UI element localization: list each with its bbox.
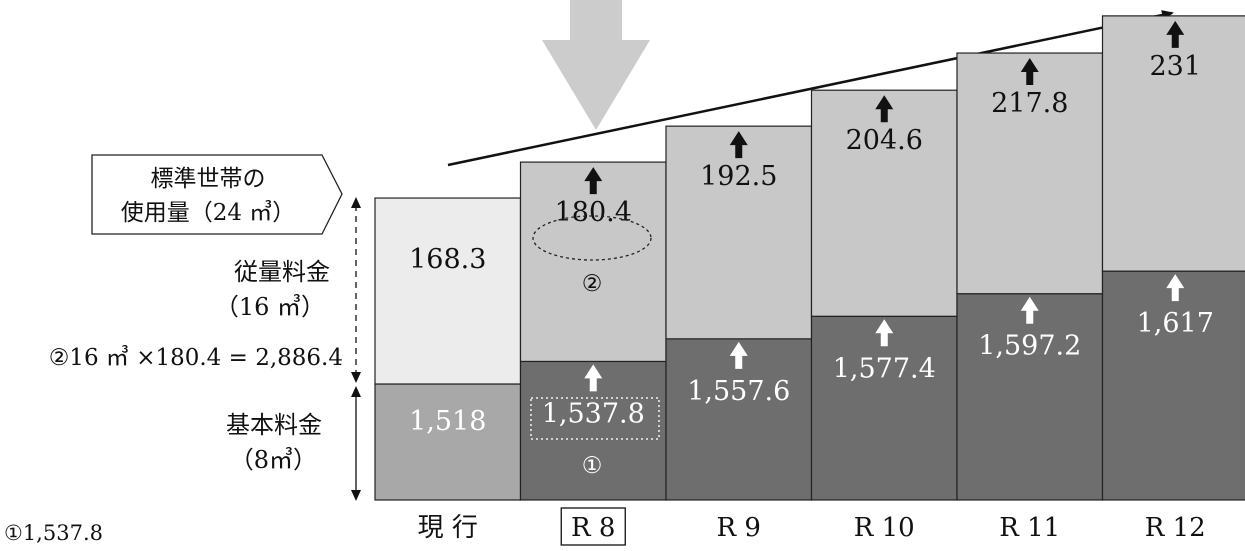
category-label: R 9	[717, 513, 761, 543]
formula-two: ②16 ㎥ ×180.4 = 2,886.4	[49, 344, 343, 371]
base-fee-value-label: 1,577.4	[833, 353, 936, 384]
base-fee-value-label: 1,597.2	[978, 331, 1081, 362]
base-fee-bar	[956, 293, 1104, 501]
usage-dimension-bottom-arrow	[351, 372, 361, 383]
r8-usage-highlight-ellipse	[532, 215, 652, 261]
r8-circle-one: ①	[582, 453, 603, 479]
usage-fee-label-line2: （16 ㎥）	[215, 293, 325, 321]
down-arrow-icon	[542, 0, 650, 130]
callout-line1: 標準世帯の	[151, 166, 266, 192]
usage-fee-value-label: 204.6	[846, 125, 923, 156]
up-arrow-icon	[1020, 58, 1039, 86]
base-fee-bar	[374, 383, 522, 501]
up-arrow-icon	[875, 95, 894, 123]
usage-fee-bar	[374, 197, 522, 385]
trend-arrow	[447, 10, 1174, 167]
usage-callout-box	[91, 154, 343, 235]
base-fee-bar	[810, 315, 958, 501]
highlighted-category-box	[560, 507, 626, 546]
usage-fee-value-label: 217.8	[991, 88, 1068, 119]
usage-fee-bar	[956, 52, 1104, 295]
usage-dimension-top-arrow	[351, 197, 361, 208]
up-arrow-icon	[584, 167, 603, 195]
up-arrow-icon	[1020, 296, 1039, 324]
base-fee-bar	[1101, 270, 1245, 501]
category-label: R 11	[999, 513, 1060, 543]
category-label: R 8	[571, 513, 615, 543]
up-arrow-icon	[1166, 20, 1185, 48]
base-dimension-top-arrow	[351, 386, 361, 397]
category-label: R 10	[854, 513, 915, 543]
base-fee-label-line1: 基本料金	[226, 411, 322, 439]
usage-fee-bar	[1101, 15, 1245, 272]
up-arrow-icon	[729, 341, 748, 369]
usage-fee-bar	[665, 125, 813, 340]
base-fee-value-label: 1,518	[409, 406, 486, 437]
r8-circle-two: ②	[582, 271, 603, 297]
callout-line2: 使用量（24 ㎥）	[121, 199, 296, 226]
up-arrow-icon	[584, 364, 603, 392]
base-dimension-bottom-arrow	[351, 490, 361, 501]
usage-fee-bar	[810, 89, 958, 317]
base-fee-value-label: 1,537.8	[542, 398, 645, 429]
up-arrow-icon	[875, 319, 894, 347]
base-fee-value-label: 1,617	[1137, 308, 1214, 339]
formula-one: ①1,537.8	[4, 521, 103, 545]
usage-fee-value-label: 192.5	[700, 161, 777, 192]
up-arrow-icon	[729, 131, 748, 159]
category-label: R 12	[1145, 513, 1206, 543]
base-fee-label-line2: （8㎥）	[230, 446, 317, 474]
base-fee-value-label: 1,557.6	[687, 376, 790, 407]
up-arrow-icon	[1166, 274, 1185, 302]
usage-fee-value-label: 180.4	[555, 197, 632, 228]
usage-fee-value-label: 231	[1149, 51, 1201, 82]
usage-fee-value-label: 168.3	[409, 244, 486, 275]
category-label: 現 行	[418, 513, 478, 543]
usage-fee-label-line1: 従量料金	[234, 258, 330, 286]
